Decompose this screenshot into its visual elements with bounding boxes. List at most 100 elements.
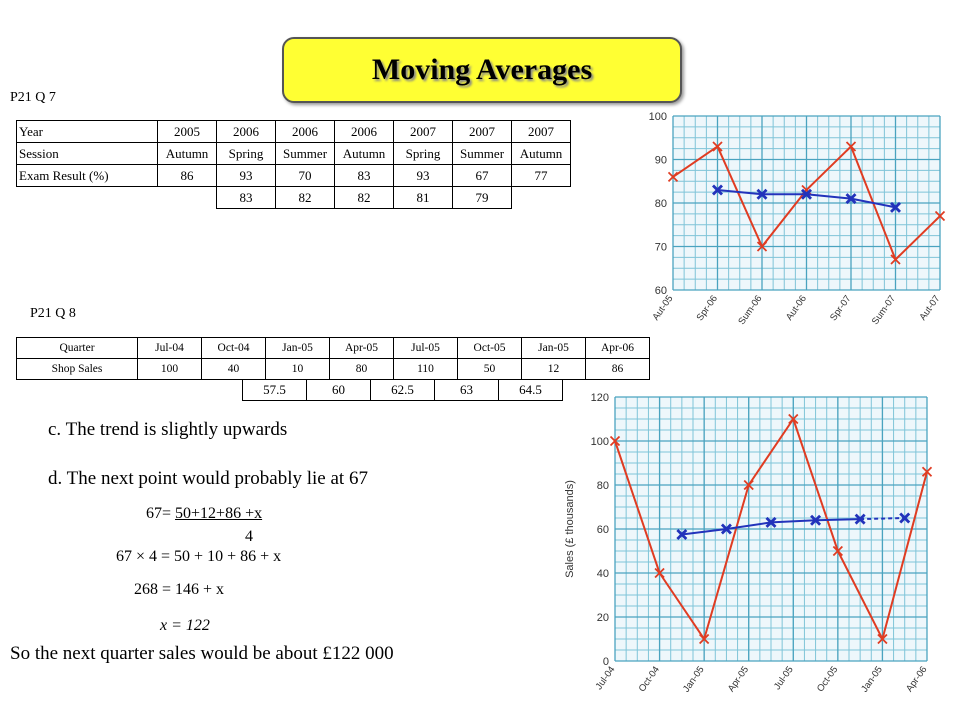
sales-chart-series0-segment	[658, 572, 705, 640]
sales-chart-series1-segment	[726, 521, 772, 530]
q7-year-row: Year 2005 2006 2006 2006 2007 2007 2007	[16, 120, 571, 143]
exam-chart-series1-point	[712, 184, 723, 196]
exam-chart-x-tick-label: Aut-06	[784, 293, 809, 322]
q7-result-cell: 93	[216, 164, 276, 187]
q8-quarter-cell: Jul-04	[137, 337, 202, 359]
q7-result-cell: 83	[334, 164, 394, 187]
q7-result-cell: 70	[275, 164, 335, 187]
exam-chart-y-tick-label: 60	[655, 285, 667, 297]
exam-chart-series1-segment	[717, 188, 763, 196]
q7-result-cell: 67	[452, 164, 512, 187]
exam-chart-x-tick-label: Spr-06	[695, 293, 720, 323]
q7-year-header: Year	[16, 120, 158, 143]
q8-average-cell: 63	[434, 379, 499, 401]
sales-chart-series0-segment	[703, 484, 750, 640]
q8-average-table: 57.5 60 62.5 63 64.5	[242, 379, 563, 401]
exam-chart-series0-segment	[672, 145, 719, 178]
equation-3: 268 = 146 + x	[134, 581, 225, 598]
q8-sales-header: Shop Sales	[16, 358, 138, 380]
sales-chart-y-tick-label: 100	[591, 436, 609, 448]
sales-chart-y-tick-label: 0	[603, 656, 609, 668]
sales-chart-x-tick-label: Jan-05	[859, 664, 885, 694]
q8-sales-cell: 10	[265, 358, 330, 380]
exam-chart-series1-segment	[850, 197, 896, 209]
q7-year-cell: 2006	[275, 120, 335, 143]
exam-chart-x-tick-label: Aut-05	[650, 293, 675, 322]
q7-average-cell: 82	[334, 186, 394, 209]
sales-chart-series1-point	[765, 516, 777, 528]
q8-sales-cell: 40	[201, 358, 266, 380]
sales-chart-y-tick-label: 60	[597, 524, 609, 536]
exam-chart-x-tick-label: Aut-07	[917, 293, 942, 322]
exam-chart-series0-segment	[761, 189, 808, 248]
exam-chart-y-tick-label: 80	[655, 198, 667, 210]
q7-session-cell: Autumn	[511, 142, 571, 165]
sales-chart-series1-point	[899, 512, 911, 524]
sales-chart-series0-point	[832, 545, 843, 557]
sales-chart-y-tick-label: 120	[591, 392, 609, 404]
sales-chart-series0-point	[788, 413, 799, 425]
sales-chart-series0-segment	[614, 440, 661, 574]
equation-1-denominator: 4	[245, 528, 253, 545]
sales-chart-series1-point	[720, 523, 732, 535]
q7-year-cell: 2007	[511, 120, 571, 143]
q7-year-cell: 2005	[157, 120, 217, 143]
q8-label: P21 Q 8	[30, 306, 76, 321]
q8-sales-cell: 50	[457, 358, 522, 380]
sales-chart-x-tick-label: Oct-05	[815, 664, 840, 694]
page-title: Moving Averages	[371, 53, 593, 86]
sales-chart-x-tick-label: Oct-04	[637, 664, 662, 694]
q8-sales-cell: 80	[329, 358, 394, 380]
exam-chart-series0-point	[890, 254, 901, 265]
q8-sales-cell: 12	[521, 358, 586, 380]
q8-sales-cell: 100	[137, 358, 202, 380]
q7-average-cell: 79	[452, 186, 512, 209]
conclusion: So the next quarter sales would be about…	[10, 643, 394, 664]
sales-chart-series0-point	[877, 633, 888, 645]
q7-session-cell: Summer	[275, 142, 335, 165]
q7-average-cell: 83	[216, 186, 276, 209]
q7-result-row: Exam Result (%) 86 93 70 83 93 67 77	[16, 164, 571, 187]
exam-results-chart: 60 70 80 90 100 Aut-05 Spr-06 Sum-06 Aut-06 Spr-0…	[649, 111, 946, 327]
sales-chart-x-tick-label: Apr-06	[904, 664, 929, 694]
exam-chart-x-tick-label: Spr-07	[828, 293, 853, 323]
sales-chart-series1-segment	[681, 528, 727, 536]
exam-chart-series0-point	[845, 141, 857, 152]
equation-4: x = 122	[160, 617, 210, 634]
q8-average-cell: 64.5	[498, 379, 563, 401]
exam-chart-x-tick-label: Sum-07	[870, 293, 898, 327]
q8-quarter-cell: Apr-05	[329, 337, 394, 359]
answer-c: c. The trend is slightly upwards	[48, 419, 288, 440]
sales-chart-y-tick-label: 20	[597, 612, 609, 624]
exam-chart-series0-segment	[716, 146, 763, 247]
sales-chart-y-axis-label: Sales (£ thousands)	[564, 480, 576, 578]
sales-chart-x-tick-label: Apr-05	[726, 664, 751, 694]
exam-chart-series1-segment	[806, 193, 852, 200]
sales-chart-series1-segment	[770, 519, 816, 524]
q8-sales-cell: 86	[585, 358, 650, 380]
q8-quarter-cell: Jul-05	[393, 337, 458, 359]
exam-chart-series0-segment	[894, 215, 941, 261]
exam-chart-series0-point	[667, 171, 679, 183]
q7-average-cell: 81	[393, 186, 453, 209]
exam-chart-y-tick-label: 100	[649, 111, 667, 123]
q7-year-cell: 2006	[216, 120, 276, 143]
q8-table: Quarter Jul-04 Oct-04 Jan-05 Apr-05 Jul-…	[16, 337, 650, 380]
q7-session-header: Session	[16, 142, 158, 165]
q7-average-row: 83 82 82 81 79	[17, 186, 571, 209]
sales-chart-series0-point	[609, 435, 621, 447]
q8-quarter-cell: Oct-05	[457, 337, 522, 359]
q7-average-cell: 82	[275, 186, 335, 209]
title-box: Moving Averages	[282, 37, 682, 103]
q8-quarter-row: Quarter Jul-04 Oct-04 Jan-05 Apr-05 Jul-…	[16, 337, 650, 359]
q7-session-cell: Summer	[452, 142, 512, 165]
q7-result-cell: 77	[511, 164, 571, 187]
q8-average-cell: 62.5	[370, 379, 435, 401]
equation-1: 67= 50+12+86 +x	[146, 505, 262, 523]
exam-chart-x-tick-label: Sum-06	[736, 293, 764, 327]
q7-result-cell: 93	[393, 164, 453, 187]
q7-session-cell: Autumn	[157, 142, 217, 165]
q8-quarter-cell: Jan-05	[265, 337, 330, 359]
q8-average-row: 57.5 60 62.5 63 64.5	[242, 379, 563, 401]
sales-chart-x-tick-label: Jan-05	[681, 664, 707, 694]
